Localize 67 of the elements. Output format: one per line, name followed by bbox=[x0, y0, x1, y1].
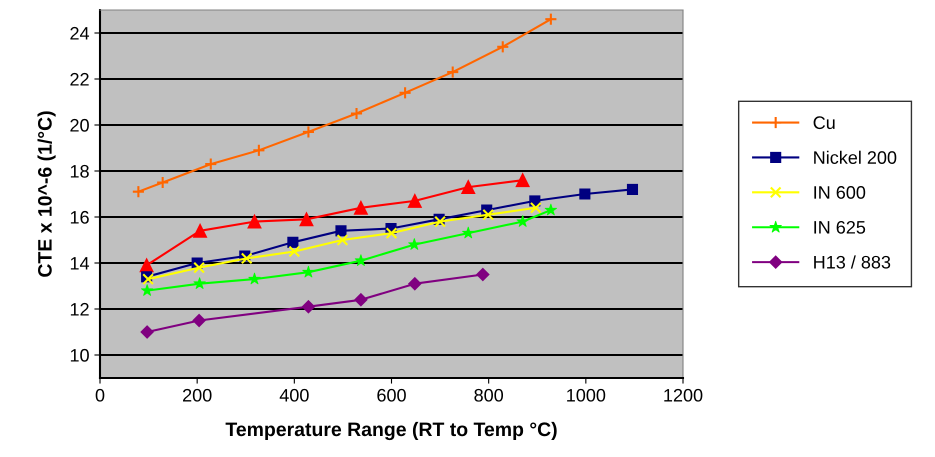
point bbox=[302, 125, 316, 138]
point bbox=[240, 252, 253, 264]
x-tick-label: 200 bbox=[183, 388, 212, 402]
legend-label: Nickel 200 bbox=[814, 150, 896, 164]
y-tick-label: 12 bbox=[70, 302, 89, 316]
legend-label: Cu bbox=[814, 116, 835, 130]
point bbox=[302, 266, 315, 278]
point bbox=[302, 300, 316, 314]
point bbox=[156, 176, 170, 190]
point bbox=[288, 246, 300, 258]
point bbox=[287, 236, 298, 248]
x-axis-title: Temperature Range (RT to Temp °C) bbox=[226, 422, 557, 440]
point bbox=[193, 262, 206, 274]
point bbox=[462, 226, 475, 239]
x-tick-label: 400 bbox=[280, 388, 309, 402]
point bbox=[386, 227, 398, 240]
x-tick-label: 600 bbox=[377, 388, 406, 402]
point bbox=[482, 208, 494, 221]
point bbox=[516, 173, 530, 188]
point bbox=[140, 325, 154, 339]
x-tick-label: 800 bbox=[474, 388, 504, 402]
y-tick-label: 24 bbox=[70, 26, 90, 40]
x-tick-label: 0 bbox=[96, 388, 104, 402]
y-tick-label: 16 bbox=[70, 210, 89, 224]
y-tick-label: 22 bbox=[70, 72, 89, 86]
point bbox=[476, 268, 490, 282]
point bbox=[350, 106, 364, 120]
point bbox=[252, 144, 266, 157]
point bbox=[461, 180, 476, 194]
point bbox=[408, 277, 422, 290]
point bbox=[354, 254, 368, 266]
point bbox=[140, 284, 154, 296]
y-tick-label: 10 bbox=[70, 348, 89, 362]
point bbox=[248, 214, 262, 229]
point bbox=[132, 185, 145, 198]
point bbox=[446, 66, 460, 79]
point bbox=[579, 188, 590, 200]
point bbox=[335, 225, 347, 236]
y-axis-title: CTE x 10^-6 (1/°C) bbox=[37, 111, 56, 277]
legend-label: IN 625 bbox=[814, 220, 866, 234]
y-tick-label: 18 bbox=[70, 164, 89, 178]
point bbox=[516, 215, 529, 228]
point bbox=[408, 238, 421, 250]
point bbox=[142, 273, 154, 286]
point bbox=[354, 200, 368, 215]
point bbox=[408, 194, 422, 208]
legend-label: H13 / 883 bbox=[814, 255, 890, 269]
x-tick-label: 1200 bbox=[664, 388, 702, 402]
point bbox=[544, 204, 558, 216]
point bbox=[398, 86, 412, 100]
point bbox=[248, 272, 261, 285]
point bbox=[530, 202, 542, 214]
point bbox=[626, 184, 638, 195]
y-tick-label: 14 bbox=[70, 257, 90, 270]
point bbox=[193, 277, 206, 290]
point bbox=[204, 158, 218, 171]
point bbox=[496, 40, 510, 54]
point bbox=[192, 314, 206, 328]
x-tick-label: 1000 bbox=[567, 388, 606, 402]
point bbox=[336, 234, 348, 246]
point bbox=[544, 12, 558, 26]
point bbox=[434, 216, 446, 228]
point bbox=[193, 224, 208, 238]
point bbox=[300, 212, 314, 226]
y-tick-label: 20 bbox=[70, 118, 89, 132]
legend-label: IN 600 bbox=[814, 186, 866, 199]
point bbox=[354, 293, 368, 306]
